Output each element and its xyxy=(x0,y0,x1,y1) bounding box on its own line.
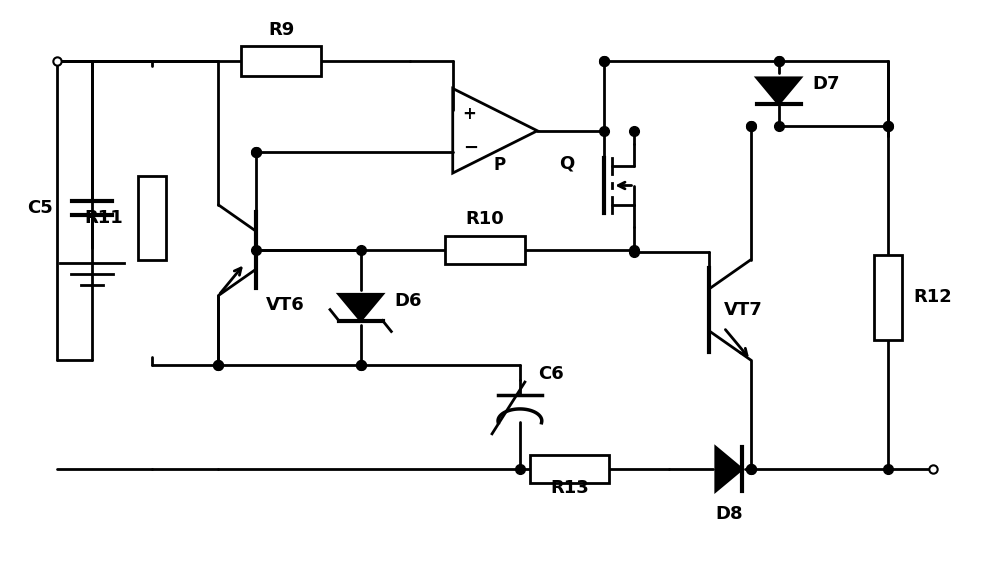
Text: D8: D8 xyxy=(715,505,743,523)
Text: R11: R11 xyxy=(85,209,123,227)
Text: R13: R13 xyxy=(550,479,589,497)
Text: D6: D6 xyxy=(395,292,422,310)
Bar xyxy=(241,46,321,76)
Text: P: P xyxy=(494,155,506,173)
Text: C5: C5 xyxy=(27,200,53,218)
Text: R12: R12 xyxy=(914,288,952,306)
Text: VT6: VT6 xyxy=(266,296,305,314)
Text: Q: Q xyxy=(559,154,575,172)
Bar xyxy=(530,455,609,483)
Bar xyxy=(138,176,166,260)
Bar xyxy=(445,236,525,264)
Polygon shape xyxy=(716,447,742,491)
Text: R10: R10 xyxy=(466,211,504,229)
Text: D7: D7 xyxy=(812,75,840,93)
Text: +: + xyxy=(463,105,477,123)
Polygon shape xyxy=(339,294,383,321)
Bar xyxy=(874,255,902,340)
Polygon shape xyxy=(757,78,801,104)
Text: −: − xyxy=(463,139,478,157)
Text: VT7: VT7 xyxy=(724,301,763,319)
Text: R9: R9 xyxy=(268,21,294,39)
Text: C6: C6 xyxy=(538,365,564,383)
